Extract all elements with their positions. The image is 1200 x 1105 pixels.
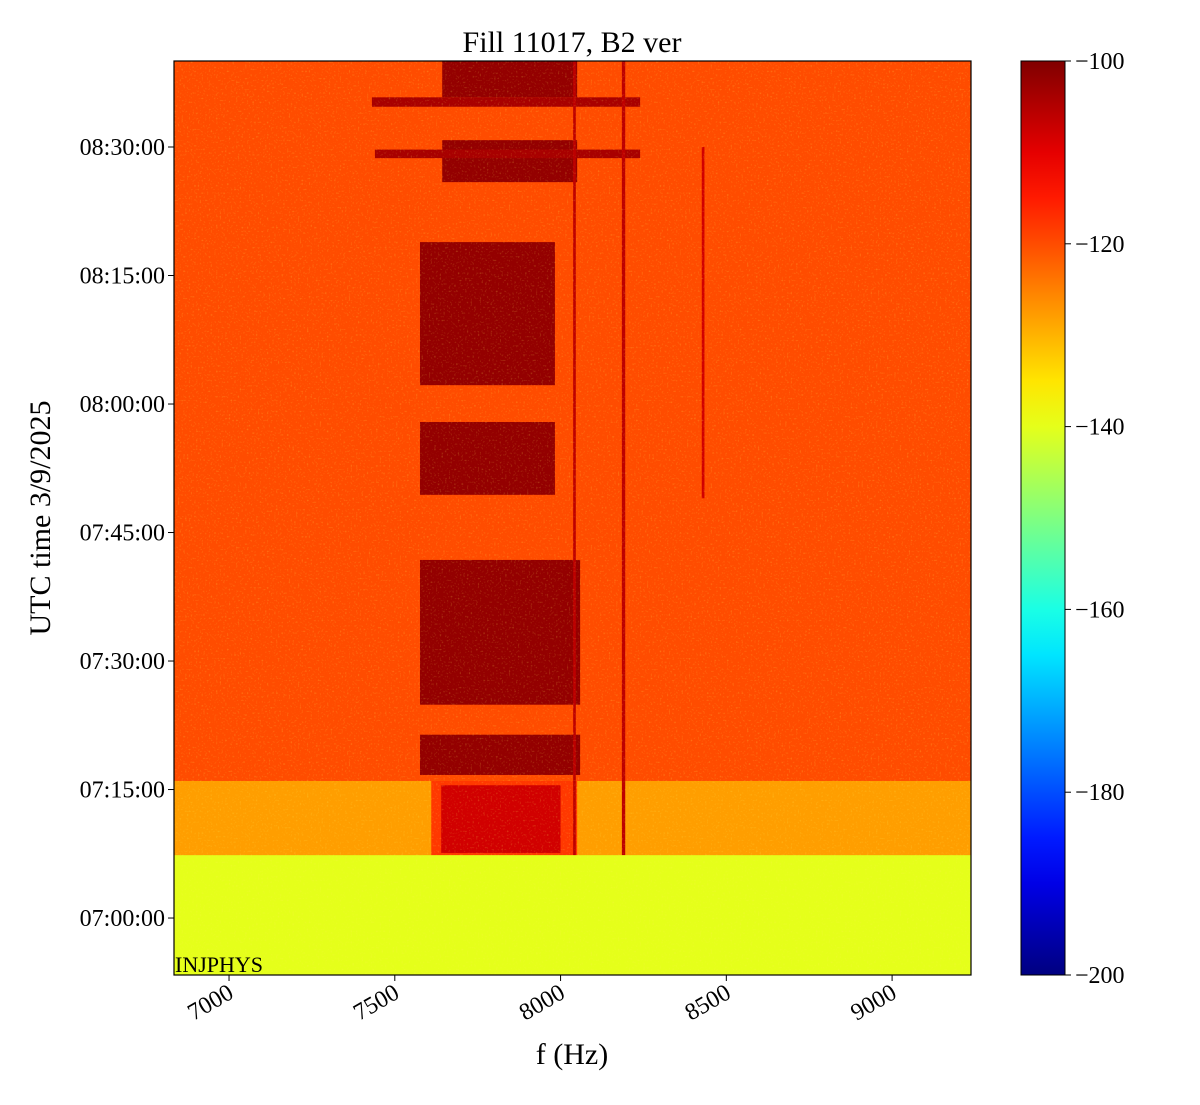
y-tick-label: 07:45:00 bbox=[80, 521, 165, 547]
y-tick-label: 07:30:00 bbox=[80, 649, 165, 675]
colorbar-tick-label: −120 bbox=[1075, 232, 1125, 258]
colorbar-tick-label: −180 bbox=[1075, 780, 1125, 806]
colorbar-tick-label: −200 bbox=[1075, 963, 1125, 989]
y-tick-label: 08:00:00 bbox=[80, 392, 165, 418]
x-tick-label: 9000 bbox=[847, 980, 902, 1027]
plot-area bbox=[174, 61, 971, 975]
colorbar-tick-label: −160 bbox=[1075, 597, 1125, 623]
x-tick-label: 8500 bbox=[681, 980, 736, 1027]
colorbar-tick-label: −100 bbox=[1075, 49, 1125, 75]
y-tick-label: 08:15:00 bbox=[80, 264, 165, 290]
chart-title: Fill 11017, B2 ver bbox=[463, 26, 682, 59]
noise-texture bbox=[174, 61, 971, 975]
annotation: INJPHYS bbox=[175, 952, 263, 977]
colorbar-tick-label: −140 bbox=[1075, 415, 1125, 441]
x-tick-label: 7500 bbox=[349, 980, 404, 1027]
y-tick-label: 07:00:00 bbox=[80, 906, 165, 932]
y-tick-label: 08:30:00 bbox=[80, 135, 165, 161]
colorbar bbox=[1020, 60, 1066, 976]
y-axis-label: UTC time 3/9/2025 bbox=[24, 401, 57, 636]
x-axis-label: f (Hz) bbox=[536, 1038, 608, 1071]
x-tick-label: 7000 bbox=[183, 980, 238, 1027]
x-tick-label: 8000 bbox=[515, 980, 570, 1027]
y-tick-label: 07:15:00 bbox=[80, 778, 165, 804]
plot-frame bbox=[173, 60, 972, 976]
